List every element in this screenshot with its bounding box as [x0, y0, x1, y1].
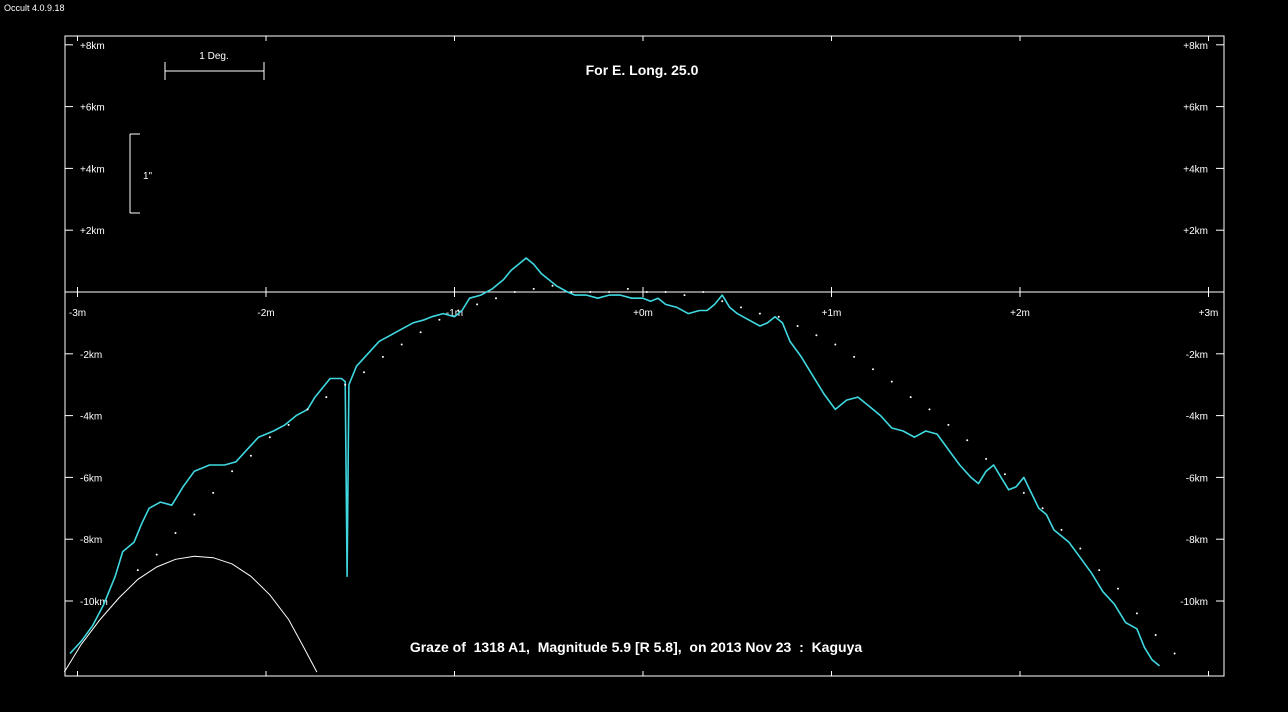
y-tick-label-right: -10km [1180, 597, 1208, 608]
mean-limb-point [174, 532, 177, 534]
mean-limb-point [1022, 491, 1025, 494]
degree-scale-bar: 1 Deg. [164, 51, 265, 80]
mean-limb-point [212, 491, 215, 494]
y-tick-label-left: +2km [80, 226, 105, 237]
mean-limb-point [155, 553, 158, 556]
x-tick-label: +0m [633, 308, 653, 319]
mean-limb-point [626, 287, 629, 290]
mean-limb-point [947, 423, 950, 426]
y-tick-label-right: +6km [1183, 103, 1208, 114]
mean-limb-point [664, 291, 667, 293]
mean-limb-point [344, 383, 347, 386]
mean-limb-point [796, 325, 799, 327]
mean-limb-point [758, 312, 761, 315]
axes-layer: -3m -2m -1m +0m +1m +2m +3m +8km +8km +6km +6km +4k… [65, 36, 1224, 676]
mean-limb-point [909, 396, 912, 399]
mean-limb-point [325, 396, 328, 399]
mean-limb-point [419, 331, 422, 334]
y-tick-label-left: -2km [80, 350, 102, 361]
mean-limb-point [815, 334, 818, 337]
y-tick-label-right: +4km [1183, 164, 1208, 175]
star-path-arc [63, 555, 318, 673]
mean-limb-point [457, 309, 460, 312]
y-tick-label-right: -2km [1186, 350, 1208, 361]
arcsec-scale-bar: 1" [129, 133, 153, 214]
mean-limb-point [777, 315, 780, 318]
y-tick-label-left: -6km [80, 473, 102, 484]
mean-limb-point [1003, 473, 1006, 476]
mean-limb-point [438, 318, 441, 321]
x-tick-label: -3m [69, 308, 86, 319]
mean-limb-point [966, 439, 969, 442]
y-tick-label-right: -6km [1186, 473, 1208, 484]
x-tick-label: +3m [1199, 308, 1219, 319]
mean-limb-point [1079, 547, 1082, 550]
app-title: Occult 4.0.9.18 [4, 3, 65, 13]
series-layer [63, 257, 1176, 673]
mean-limb-point [683, 294, 686, 297]
mean-limb-point [513, 291, 516, 293]
arcsec-scale-label: 1" [143, 171, 153, 182]
mean-limb-point [740, 306, 742, 309]
mean-limb-point [985, 457, 988, 460]
y-tick-label-right: +8km [1183, 41, 1208, 52]
mean-limb-point [476, 303, 479, 306]
y-tick-label-left: -10km [80, 597, 108, 608]
y-tick-label-right: -8km [1186, 535, 1208, 546]
mean-limb-point [1154, 634, 1157, 636]
mean-limb-point [1098, 569, 1101, 572]
y-tick-label-left: +8km [80, 41, 105, 52]
mean-limb-point [495, 297, 497, 300]
mean-limb-point [721, 300, 724, 303]
mean-limb-point [551, 284, 554, 287]
chart-caption: Graze of 1318 A1, Magnitude 5.9 [R 5.8],… [410, 639, 863, 655]
x-tick-label: +1m [822, 308, 842, 319]
mean-limb-point [400, 343, 403, 346]
mean-limb-point [589, 291, 592, 293]
mean-limb-point [890, 380, 893, 383]
mean-limb-point [834, 343, 837, 346]
mean-limb-point [570, 291, 573, 293]
mean-limb-point [1173, 652, 1176, 655]
mean-limb-point [306, 408, 309, 411]
y-tick-label-left: +6km [80, 103, 105, 114]
mean-limb-point [231, 470, 234, 473]
mean-limb-point [532, 287, 535, 290]
mean-limb-point [608, 291, 611, 293]
y-tick-label-left: +4km [80, 164, 105, 175]
mean-limb-point [872, 368, 874, 371]
mean-limb-point [1135, 612, 1138, 615]
mean-limb-point [853, 355, 856, 358]
mean-limb-point [645, 291, 648, 293]
mean-limb-point [702, 291, 705, 293]
mean-limb-point [363, 371, 365, 374]
mean-limb-point [249, 454, 252, 457]
degree-scale-label: 1 Deg. [199, 51, 228, 62]
mean-limb-point [268, 436, 271, 439]
y-tick-label-left: -4km [80, 412, 102, 423]
mean-limb-point [1117, 587, 1119, 590]
chart-title: For E. Long. 25.0 [586, 62, 699, 78]
y-tick-label-right: +2km [1183, 226, 1208, 237]
mean-limb-point [381, 355, 384, 358]
y-tick-label-left: -8km [80, 535, 102, 546]
mean-limb-point [1041, 507, 1044, 510]
plot-frame [64, 35, 1225, 677]
mean-limb-point [136, 569, 139, 572]
mean-limb-point [1060, 528, 1063, 531]
y-tick-label-right: -4km [1186, 412, 1208, 423]
mean-limb-point [287, 423, 290, 426]
mean-limb-point [928, 408, 931, 411]
x-tick-label: -1m [446, 308, 463, 319]
mean-limb-point [193, 513, 196, 516]
x-tick-label: -2m [257, 308, 274, 319]
x-tick-label: +2m [1010, 308, 1030, 319]
lunar-limb-profile-line [69, 257, 1161, 667]
